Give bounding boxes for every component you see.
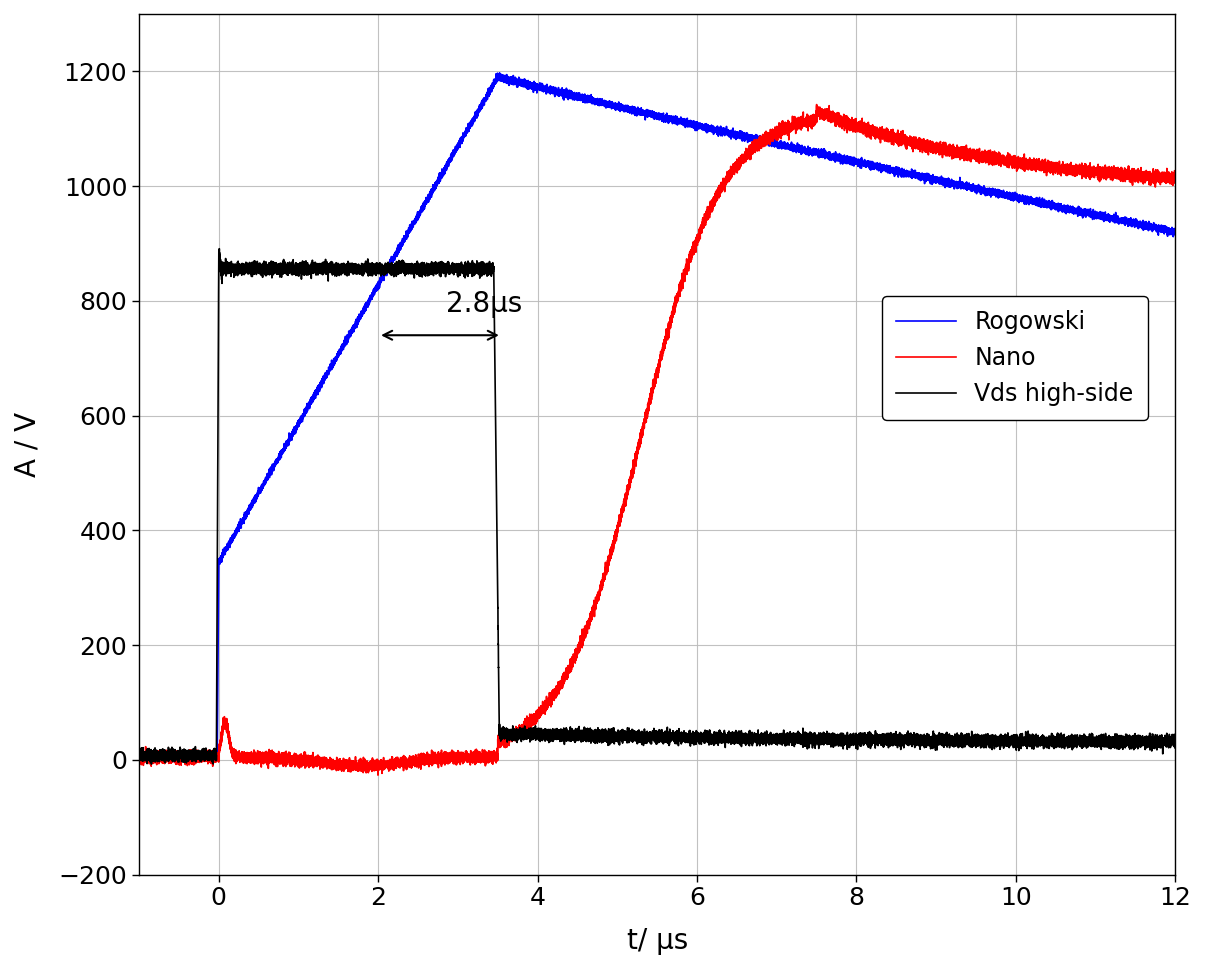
Nano bbox=[622, 478, 636, 489]
Nano bbox=[1168, 172, 1182, 183]
Vds high-side bbox=[1101, 739, 1116, 751]
Line: Nano: Nano bbox=[139, 105, 1175, 775]
Vds high-side bbox=[1168, 736, 1182, 748]
Nano bbox=[797, 115, 811, 127]
Rogowski bbox=[493, 67, 507, 78]
Vds high-side bbox=[797, 730, 811, 741]
Nano bbox=[1101, 168, 1116, 179]
Rogowski bbox=[1101, 209, 1116, 221]
Nano bbox=[758, 132, 772, 143]
Rogowski bbox=[797, 145, 811, 157]
Rogowski bbox=[146, 757, 160, 768]
Vds high-side bbox=[390, 266, 405, 277]
Nano bbox=[874, 133, 888, 144]
Vds high-side bbox=[759, 731, 774, 742]
Y-axis label: A / V: A / V bbox=[14, 412, 42, 477]
Vds high-side bbox=[145, 759, 159, 770]
Vds high-side bbox=[622, 734, 636, 745]
Rogowski bbox=[759, 137, 774, 148]
Legend: Rogowski, Nano, Vds high-side: Rogowski, Nano, Vds high-side bbox=[882, 297, 1148, 421]
X-axis label: t/ μs: t/ μs bbox=[627, 927, 688, 955]
Rogowski bbox=[390, 243, 405, 255]
Vds high-side bbox=[212, 243, 227, 255]
Vds high-side bbox=[131, 751, 146, 763]
Vds high-side bbox=[874, 739, 888, 751]
Rogowski bbox=[1168, 229, 1182, 240]
Rogowski bbox=[622, 104, 636, 115]
Line: Rogowski: Rogowski bbox=[139, 73, 1175, 763]
Text: 2.8μs: 2.8μs bbox=[446, 290, 523, 318]
Nano bbox=[131, 750, 146, 762]
Nano bbox=[371, 769, 386, 781]
Rogowski bbox=[131, 750, 146, 762]
Line: Vds high-side: Vds high-side bbox=[139, 249, 1175, 765]
Rogowski bbox=[874, 159, 888, 171]
Nano bbox=[390, 754, 405, 766]
Nano bbox=[810, 99, 824, 110]
